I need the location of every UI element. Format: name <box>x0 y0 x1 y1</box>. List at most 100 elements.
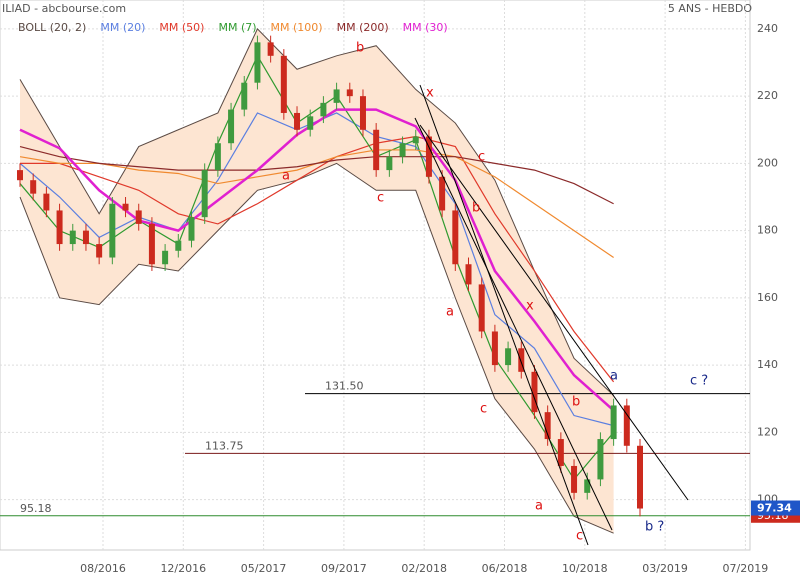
legend-entry: MM (7) <box>218 21 256 34</box>
candle-body <box>254 42 261 83</box>
y-tick-label: 180 <box>757 224 778 237</box>
level-label: 113.75 <box>205 439 244 452</box>
x-tick-label: 06/2018 <box>482 562 528 575</box>
x-tick-label: 07/2019 <box>723 562 769 575</box>
annotation: a <box>282 169 290 184</box>
candle-body <box>188 217 195 241</box>
moving-average <box>19 145 614 205</box>
candle-body <box>109 203 116 258</box>
candle-body <box>30 180 37 194</box>
annotations: b a c x c b a x c b a c a c ? b ? <box>282 41 708 544</box>
candle-body <box>610 405 617 440</box>
candle-body <box>465 264 472 285</box>
candle-body <box>373 129 380 171</box>
candle-body <box>241 82 248 110</box>
candle-body <box>386 156 393 171</box>
candle-body <box>571 465 578 493</box>
candle-body <box>214 143 221 171</box>
legend-entry: MM (200) <box>337 21 389 34</box>
candle-body <box>637 445 643 509</box>
candle-body <box>82 230 89 245</box>
trendline <box>419 124 689 501</box>
annotation: b <box>472 201 480 216</box>
candle-body <box>148 223 155 265</box>
candle-body <box>17 170 23 181</box>
candle-body <box>307 116 314 130</box>
candle-body <box>584 479 591 493</box>
plot: 131.50 113.75 95.18 <box>0 28 750 534</box>
candle-body <box>43 193 50 211</box>
candle-body <box>201 170 208 218</box>
x-tick-label: 10/2018 <box>562 562 608 575</box>
annotation: b ? <box>645 520 664 535</box>
price-badge-label: 97.34 <box>757 502 792 515</box>
candle-body <box>412 136 419 144</box>
annotation: c <box>377 191 384 206</box>
y-tick-label: 140 <box>757 358 778 371</box>
level-label: 131.50 <box>325 380 364 393</box>
candle-body <box>122 203 129 211</box>
candle-body <box>531 371 538 413</box>
candle-body <box>96 244 103 258</box>
candle-body <box>359 96 366 130</box>
candle-body <box>162 250 169 265</box>
candle-body <box>518 348 525 372</box>
candle-body <box>425 136 432 177</box>
y-tick-label: 240 <box>757 22 778 35</box>
bollinger-lower <box>19 162 614 534</box>
candle-body <box>439 176 446 211</box>
annotation: b <box>356 41 364 56</box>
legend-entry: MM (20) <box>100 21 145 34</box>
annotation: c <box>576 529 583 544</box>
legend-entry: MM (30) <box>403 21 448 34</box>
candle-body <box>320 102 327 117</box>
candle-body <box>267 42 274 56</box>
candle-body <box>544 412 551 440</box>
candle-body <box>557 439 564 466</box>
chart-title: ILIAD - abcbourse.com <box>2 2 126 15</box>
candle-body <box>280 55 287 113</box>
annotation: a <box>610 369 618 384</box>
legend-entry: MM (100) <box>271 21 323 34</box>
candle-body <box>346 89 353 97</box>
chart-subtitle: 5 ANS - HEBDO <box>668 2 752 15</box>
candle-body <box>623 405 630 446</box>
candle-body <box>56 210 63 245</box>
annotation: b <box>572 395 580 410</box>
legend-entry: MM (50) <box>159 21 204 34</box>
candle-body <box>135 210 142 224</box>
annotation: x <box>526 299 534 314</box>
candle-body <box>452 210 459 265</box>
x-tick-label: 09/2017 <box>321 562 367 575</box>
legend-entry: BOLL (20, 2) <box>18 21 86 34</box>
trendline <box>419 84 589 546</box>
y-tick-label: 200 <box>757 156 778 169</box>
moving-average <box>19 54 615 481</box>
y-tick-label: 120 <box>757 425 778 438</box>
annotation: c <box>478 150 485 165</box>
annotation: a <box>535 499 543 514</box>
annotation: c <box>480 402 487 417</box>
candle-body <box>505 348 512 366</box>
moving-average <box>20 135 615 383</box>
y-tick-label: 160 <box>757 291 778 304</box>
candle-body <box>399 143 406 157</box>
annotation: c ? <box>690 374 708 389</box>
candle-body <box>228 109 235 144</box>
x-tick-label: 12/2016 <box>160 562 206 575</box>
trendlines <box>414 84 689 546</box>
bollinger-fill <box>20 28 614 534</box>
annotation: x <box>426 86 434 101</box>
candle-body <box>69 230 76 245</box>
candle-body <box>175 240 182 251</box>
bollinger-upper <box>19 28 614 396</box>
y-tick-label: 220 <box>757 89 778 102</box>
price-badge <box>751 500 800 516</box>
price-badges: 95.1897.34 <box>751 500 800 523</box>
annotation: a <box>446 305 454 320</box>
x-tick-label: 02/2018 <box>401 562 447 575</box>
candle-body <box>333 89 340 103</box>
trendline <box>414 117 613 531</box>
